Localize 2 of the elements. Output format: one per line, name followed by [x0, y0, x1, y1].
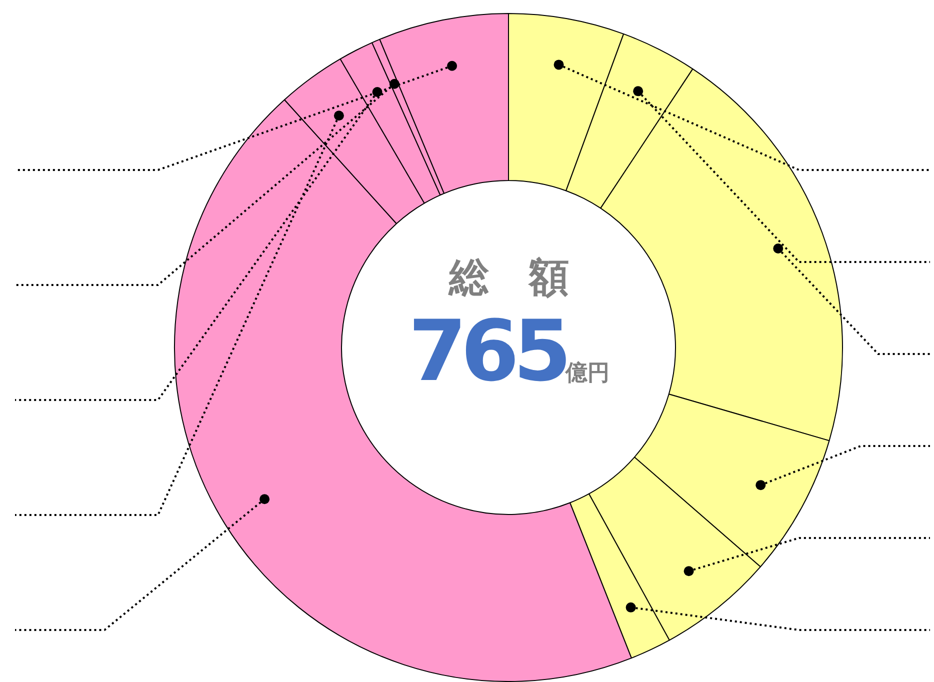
text: 総 額 [449, 255, 569, 301]
text: 765億円 [408, 302, 610, 400]
